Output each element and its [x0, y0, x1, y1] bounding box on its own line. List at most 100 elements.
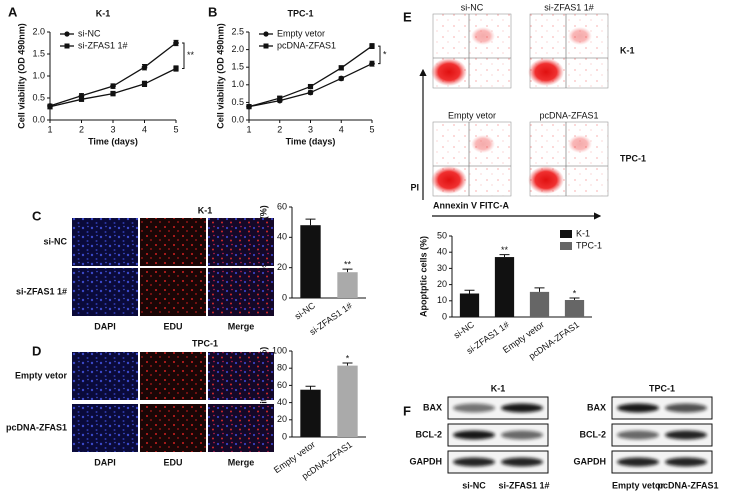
micrograph — [140, 268, 206, 316]
micrograph — [72, 352, 138, 400]
y-tick-label: 1.0 — [32, 70, 45, 80]
lane-label: si-ZFAS1 1# — [498, 480, 549, 490]
legend-label: si-ZFAS1 1# — [78, 40, 128, 50]
lane-label: pcDNA-ZFAS1 — [657, 480, 718, 490]
point — [110, 91, 116, 97]
y-tick-label: 20 — [277, 262, 287, 272]
micrograph — [72, 268, 138, 316]
lane-label: Empty vetor — [612, 480, 665, 490]
error-bar — [569, 297, 580, 300]
bar — [300, 389, 321, 437]
flow-population — [528, 58, 564, 86]
flow-population — [528, 166, 564, 194]
point — [173, 65, 179, 72]
point — [246, 104, 252, 110]
point — [369, 43, 375, 49]
y-tick-label: 1.5 — [32, 48, 45, 58]
y-tick-label: 0.5 — [231, 97, 244, 107]
legend-swatch — [560, 230, 572, 238]
panel-letter: B — [208, 4, 217, 19]
column-label: Merge — [228, 457, 255, 467]
y-tick-label: 0 — [282, 431, 287, 441]
legend-label: Empty vetor — [277, 28, 325, 38]
quadrant-lines — [433, 14, 511, 88]
legend-label: TPC-1 — [576, 240, 602, 250]
blot-strip — [611, 396, 713, 420]
y-tick-label: 0.0 — [231, 114, 244, 124]
y-tick-label: 10 — [437, 295, 447, 305]
y-tick-label: 40 — [277, 232, 287, 242]
flow-y-axis: PI — [410, 182, 419, 192]
blot-band — [453, 430, 495, 440]
y-tick-label: 0.5 — [32, 92, 45, 102]
significance-bracket — [378, 45, 381, 65]
bar — [564, 299, 585, 317]
flow-x-axis: Annexin V FITC-A — [433, 200, 509, 210]
row-label: Empty vetor — [15, 370, 68, 380]
legend-swatch — [560, 242, 572, 250]
flow-population — [568, 27, 592, 45]
x-tick-label: 1 — [246, 124, 251, 134]
microscopy-title: K-1 — [198, 205, 213, 215]
row-label: TPC-1 — [620, 153, 646, 163]
x-tick-label: 4 — [339, 124, 344, 134]
blot-strip — [447, 396, 549, 420]
x-tick-label: 1 — [47, 124, 52, 134]
significance-label: * — [383, 49, 387, 59]
flow-population — [471, 27, 495, 45]
legend-marker — [64, 31, 70, 37]
legend-label: pcDNA-ZFAS1 — [277, 40, 336, 50]
x-tick-label: 2 — [277, 124, 282, 134]
y-tick-label: 60 — [277, 380, 287, 390]
legend-label: K-1 — [576, 228, 590, 238]
point — [47, 104, 53, 110]
point — [141, 64, 148, 70]
error-bar — [305, 218, 316, 226]
legend-marker — [263, 31, 269, 37]
micrograph — [208, 352, 274, 400]
blot-strip — [447, 450, 549, 474]
point — [369, 60, 375, 67]
chart-title: K-1 — [96, 8, 111, 18]
y-tick-label: 80 — [277, 363, 287, 373]
error-bar — [464, 289, 475, 294]
panel-letter: A — [8, 4, 18, 19]
panel-letter: C — [32, 208, 42, 223]
blot-band — [453, 403, 495, 413]
bar — [459, 293, 480, 317]
flow-population — [471, 135, 495, 153]
y-tick-label: 60 — [277, 201, 287, 211]
error-bar — [305, 385, 316, 390]
blot-band — [665, 430, 707, 440]
point — [307, 83, 314, 90]
y-tick-label: 1.0 — [231, 79, 244, 89]
significance-label: ** — [187, 50, 195, 60]
blot-band — [617, 430, 659, 440]
panel-letter: D — [32, 343, 41, 358]
x-tick-label: 2 — [79, 124, 84, 134]
column-label: Merge — [228, 321, 255, 331]
legend-marker — [64, 43, 70, 49]
row-label: si-NC — [43, 236, 67, 246]
point — [78, 96, 85, 102]
column-label: EDU — [163, 457, 182, 467]
blot-strip — [447, 423, 549, 447]
protein-label: BAX — [587, 402, 606, 412]
column-label: si-ZFAS1 1# — [544, 2, 594, 12]
x-tick-label: 5 — [369, 124, 374, 134]
error-bar — [534, 287, 545, 292]
blot-band — [617, 403, 659, 413]
blot-band — [501, 430, 543, 440]
panel-letter: E — [403, 9, 412, 24]
x-tick-label: 5 — [173, 124, 178, 134]
blot-strip — [611, 450, 713, 474]
blot-band — [665, 403, 707, 413]
micrograph — [140, 404, 206, 452]
flow-population — [568, 135, 592, 153]
column-label: EDU — [163, 321, 182, 331]
y-tick-label: 2.5 — [231, 26, 244, 36]
blot-band — [501, 457, 543, 467]
y-tick-label: 2.0 — [32, 26, 45, 36]
y-tick-label: 0.0 — [32, 114, 45, 124]
